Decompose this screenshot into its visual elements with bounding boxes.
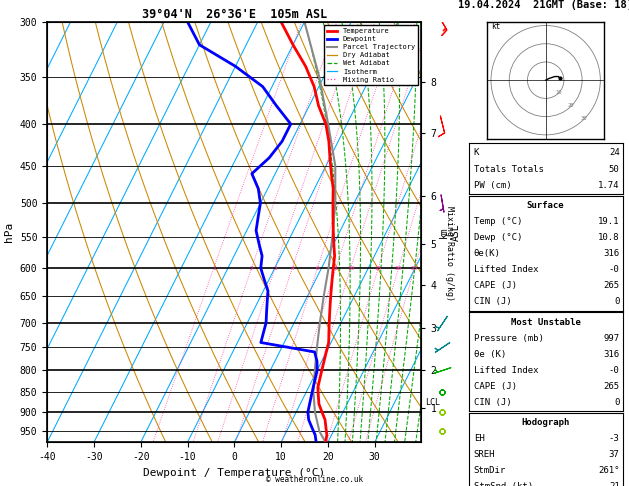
Text: StmSpd (kt): StmSpd (kt): [474, 483, 533, 486]
Text: CIN (J): CIN (J): [474, 398, 511, 407]
Text: 0: 0: [614, 297, 620, 306]
Text: StmDir: StmDir: [474, 467, 506, 475]
Text: kt: kt: [491, 22, 500, 31]
Text: 0: 0: [614, 398, 620, 407]
Text: 265: 265: [603, 382, 620, 391]
Text: LCL: LCL: [426, 398, 440, 406]
X-axis label: Dewpoint / Temperature (°C): Dewpoint / Temperature (°C): [143, 468, 325, 478]
Text: 15: 15: [374, 265, 382, 271]
Text: CIN (J): CIN (J): [474, 297, 511, 306]
Y-axis label: km
ASL: km ASL: [439, 223, 460, 241]
Text: PW (cm): PW (cm): [474, 181, 511, 190]
Y-axis label: hPa: hPa: [4, 222, 14, 242]
Title: 39°04'N  26°36'E  105m ASL: 39°04'N 26°36'E 105m ASL: [142, 8, 327, 21]
Text: Lifted Index: Lifted Index: [474, 366, 538, 375]
Text: 997: 997: [603, 334, 620, 343]
Text: © weatheronline.co.uk: © weatheronline.co.uk: [266, 474, 363, 484]
Text: 24: 24: [609, 149, 620, 157]
Text: 10.8: 10.8: [598, 233, 620, 242]
Text: Surface: Surface: [527, 201, 564, 210]
Text: Lifted Index: Lifted Index: [474, 265, 538, 274]
Text: -0: -0: [609, 265, 620, 274]
Text: 4: 4: [291, 265, 294, 271]
Text: Temp (°C): Temp (°C): [474, 217, 522, 226]
Text: K: K: [474, 149, 479, 157]
Text: 316: 316: [603, 350, 620, 359]
Text: 19.1: 19.1: [598, 217, 620, 226]
Text: Dewp (°C): Dewp (°C): [474, 233, 522, 242]
Text: -0: -0: [609, 366, 620, 375]
Text: Totals Totals: Totals Totals: [474, 165, 543, 174]
Text: 50: 50: [609, 165, 620, 174]
Text: 6: 6: [316, 265, 320, 271]
Text: CAPE (J): CAPE (J): [474, 382, 516, 391]
Text: 3: 3: [273, 265, 277, 271]
Text: 21: 21: [609, 483, 620, 486]
Text: 20: 20: [395, 265, 402, 271]
Text: SREH: SREH: [474, 451, 495, 459]
Text: 37: 37: [609, 451, 620, 459]
Text: Most Unstable: Most Unstable: [511, 318, 581, 327]
Text: θe(K): θe(K): [474, 249, 501, 258]
Text: Mixing Ratio (g/kg): Mixing Ratio (g/kg): [445, 206, 454, 300]
Text: CAPE (J): CAPE (J): [474, 281, 516, 290]
Legend: Temperature, Dewpoint, Parcel Trajectory, Dry Adiabat, Wet Adiabat, Isotherm, Mi: Temperature, Dewpoint, Parcel Trajectory…: [324, 25, 418, 86]
Text: 316: 316: [603, 249, 620, 258]
Text: 1: 1: [212, 265, 216, 271]
Text: 30: 30: [581, 116, 587, 121]
Text: 8: 8: [334, 265, 338, 271]
Text: EH: EH: [474, 434, 484, 443]
Text: 19.04.2024  21GMT (Base: 18): 19.04.2024 21GMT (Base: 18): [458, 0, 629, 10]
Text: 265: 265: [603, 281, 620, 290]
Text: 10: 10: [555, 90, 562, 95]
Text: 261°: 261°: [598, 467, 620, 475]
Text: θe (K): θe (K): [474, 350, 506, 359]
Text: -3: -3: [609, 434, 620, 443]
Text: Pressure (mb): Pressure (mb): [474, 334, 543, 343]
Text: 10: 10: [347, 265, 354, 271]
Text: 1.74: 1.74: [598, 181, 620, 190]
Text: 2: 2: [250, 265, 253, 271]
Text: 20: 20: [568, 103, 574, 108]
Text: Hodograph: Hodograph: [521, 418, 570, 427]
Text: 25: 25: [411, 265, 418, 271]
